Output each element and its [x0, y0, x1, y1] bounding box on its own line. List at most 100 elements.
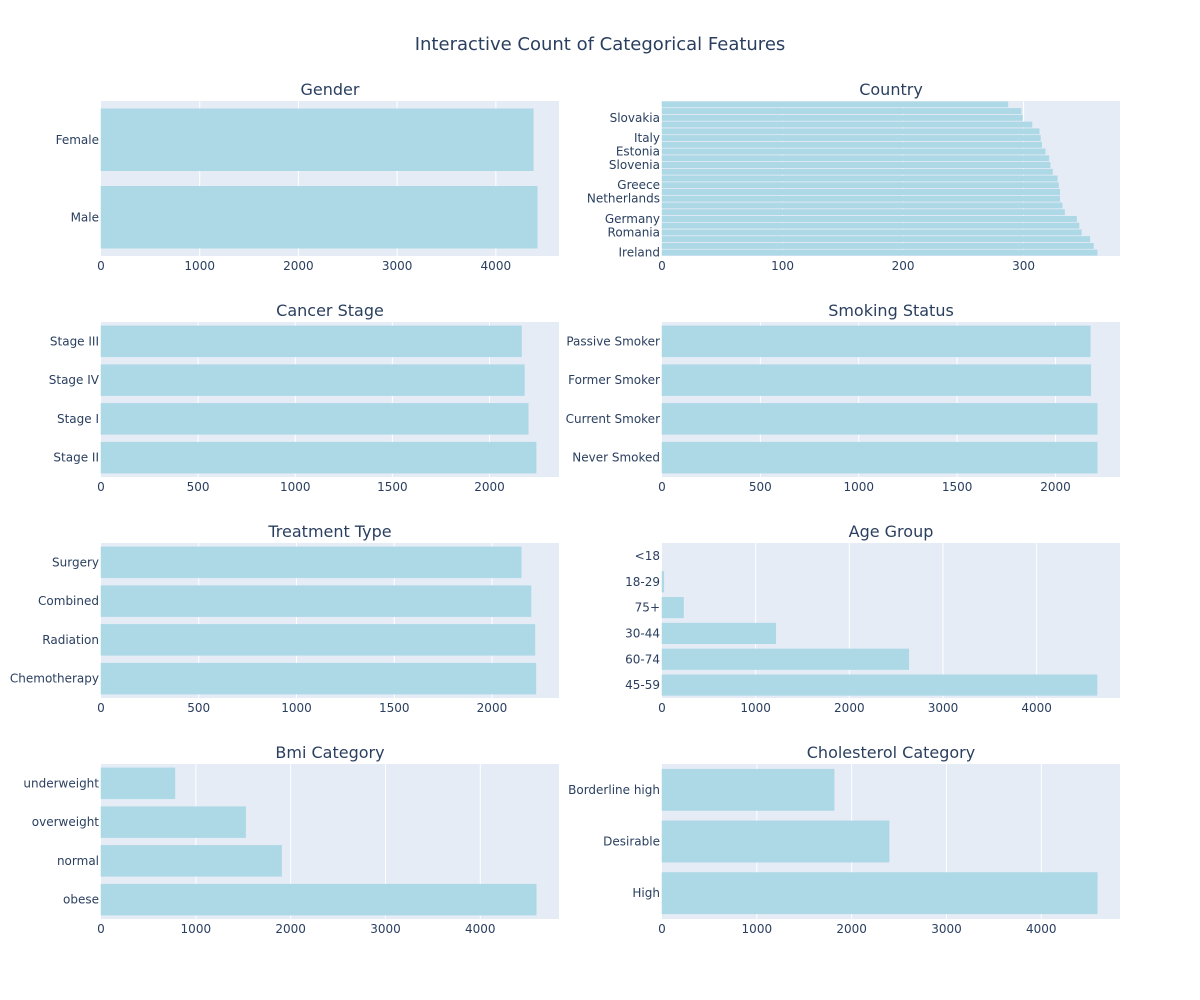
x-tick-label: 0 [658, 922, 666, 936]
subplot-title-cancer-stage: Cancer Stage [276, 301, 384, 320]
bar-bmi-category-0[interactable] [100, 883, 537, 916]
bar-country-7[interactable] [661, 202, 1063, 209]
x-tick-label: 1000 [281, 701, 312, 715]
bar-country-6[interactable] [661, 209, 1065, 216]
x-tick-label: 1000 [280, 480, 311, 494]
bar-smoking-status-3[interactable] [661, 325, 1091, 358]
bar-country-11[interactable] [661, 175, 1058, 182]
bar-treatment-type-1[interactable] [100, 624, 536, 656]
bar-country-13[interactable] [661, 162, 1051, 168]
bar-country-17[interactable] [661, 135, 1041, 142]
bar-country-5[interactable] [661, 215, 1077, 222]
category-label: underweight [23, 776, 99, 790]
x-tick-label: 2000 [275, 922, 306, 936]
bar-age-group-4[interactable] [661, 571, 665, 593]
bar-treatment-type-3[interactable] [100, 546, 522, 579]
category-label: normal [57, 854, 99, 868]
category-label: Stage I [57, 412, 99, 426]
bar-country-22[interactable] [661, 101, 1009, 108]
category-label: <18 [635, 549, 660, 563]
bar-country-12[interactable] [661, 168, 1053, 175]
category-label: Former Smoker [568, 373, 660, 387]
x-tick-label: 0 [97, 259, 105, 273]
bar-cancer-stage-1[interactable] [100, 403, 529, 435]
x-tick-label: 4000 [481, 259, 512, 273]
bar-smoking-status-2[interactable] [661, 364, 1092, 396]
category-label: Stage IV [49, 373, 100, 387]
x-tick-label: 1000 [184, 259, 215, 273]
bar-country-14[interactable] [661, 155, 1050, 162]
category-label: Radiation [42, 633, 99, 647]
bar-age-group-0[interactable] [661, 674, 1098, 696]
category-label: Estonia [616, 145, 660, 159]
bar-cancer-stage-3[interactable] [100, 325, 522, 358]
bar-cholesterol-category-1[interactable] [661, 820, 890, 863]
chart-title: Interactive Count of Categorical Feature… [415, 34, 786, 55]
bar-age-group-3[interactable] [661, 597, 684, 619]
x-tick-label: 500 [749, 480, 772, 494]
bar-treatment-type-0[interactable] [100, 662, 537, 695]
bar-country-2[interactable] [661, 236, 1091, 243]
category-label: Current Smoker [566, 412, 660, 426]
x-tick-label: 1000 [742, 922, 773, 936]
subplot-gender: Gender Male Female 0 1000 2000 3000 4000 [56, 80, 559, 273]
category-label: 18-29 [625, 575, 660, 589]
bar-country-15[interactable] [661, 148, 1046, 155]
bar-bmi-category-2[interactable] [100, 806, 246, 838]
bar-cancer-stage-0[interactable] [100, 441, 537, 474]
x-tick-label: 0 [658, 480, 666, 494]
subplot-title-cholesterol-category: Cholesterol Category [807, 743, 975, 762]
subplot-age-group: Age Group 45-59 60-74 30-44 75+ 18-29 <18 0 1000… [625, 522, 1120, 715]
bar-bmi-category-1[interactable] [100, 845, 282, 877]
x-tick-label: 3000 [931, 922, 962, 936]
category-label: Stage II [53, 451, 99, 465]
category-label: Chemotherapy [10, 672, 99, 686]
category-label: Female [56, 133, 99, 147]
subplot-title-smoking-status: Smoking Status [828, 301, 954, 320]
category-label: Never Smoked [572, 451, 660, 465]
x-tick-label: 0 [658, 259, 666, 273]
bar-country-1[interactable] [661, 242, 1094, 249]
category-label: Greece [617, 178, 660, 192]
bar-country-4[interactable] [661, 222, 1080, 229]
bar-country-0[interactable] [661, 249, 1098, 256]
bar-gender-0[interactable] [100, 186, 538, 249]
bar-country-18[interactable] [661, 128, 1040, 135]
bar-cholesterol-category-2[interactable] [661, 768, 835, 811]
subplot-bmi-category: Bmi Category obese normal overweight underwe… [23, 743, 559, 936]
bar-smoking-status-1[interactable] [661, 403, 1098, 435]
bar-bmi-category-3[interactable] [100, 767, 176, 800]
category-label: Germany [605, 212, 660, 226]
subplot-title-bmi-category: Bmi Category [275, 743, 384, 762]
category-label: Slovakia [610, 111, 660, 125]
category-label: Passive Smoker [566, 334, 660, 348]
bar-age-group-2[interactable] [661, 622, 777, 644]
x-tick-label: 1500 [942, 480, 973, 494]
subplot-title-gender: Gender [301, 80, 360, 99]
x-tick-label: 2000 [474, 480, 505, 494]
category-label: Borderline high [568, 783, 660, 797]
bar-gender-1[interactable] [100, 108, 534, 171]
bar-country-8[interactable] [661, 195, 1060, 202]
bar-country-10[interactable] [661, 182, 1059, 189]
x-tick-label: 1000 [181, 922, 212, 936]
bar-country-9[interactable] [661, 189, 1060, 195]
bar-cholesterol-category-0[interactable] [661, 872, 1098, 915]
category-label: Male [71, 210, 99, 224]
bar-treatment-type-2[interactable] [100, 585, 532, 617]
bar-country-21[interactable] [661, 108, 1022, 115]
bar-country-16[interactable] [661, 141, 1042, 148]
bar-country-3[interactable] [661, 229, 1082, 236]
x-tick-label: 0 [658, 701, 666, 715]
category-label: Surgery [52, 555, 99, 569]
bar-cancer-stage-2[interactable] [100, 364, 525, 396]
x-tick-label: 4000 [465, 922, 496, 936]
bar-country-19[interactable] [661, 121, 1033, 128]
x-tick-label: 4000 [1026, 922, 1057, 936]
bar-country-20[interactable] [661, 114, 1023, 121]
subplot-treatment-type: Treatment Type Chemotherapy Radiation Combi… [10, 522, 559, 715]
bar-smoking-status-0[interactable] [661, 441, 1098, 474]
category-label: overweight [32, 815, 100, 829]
bar-age-group-1[interactable] [661, 648, 910, 670]
